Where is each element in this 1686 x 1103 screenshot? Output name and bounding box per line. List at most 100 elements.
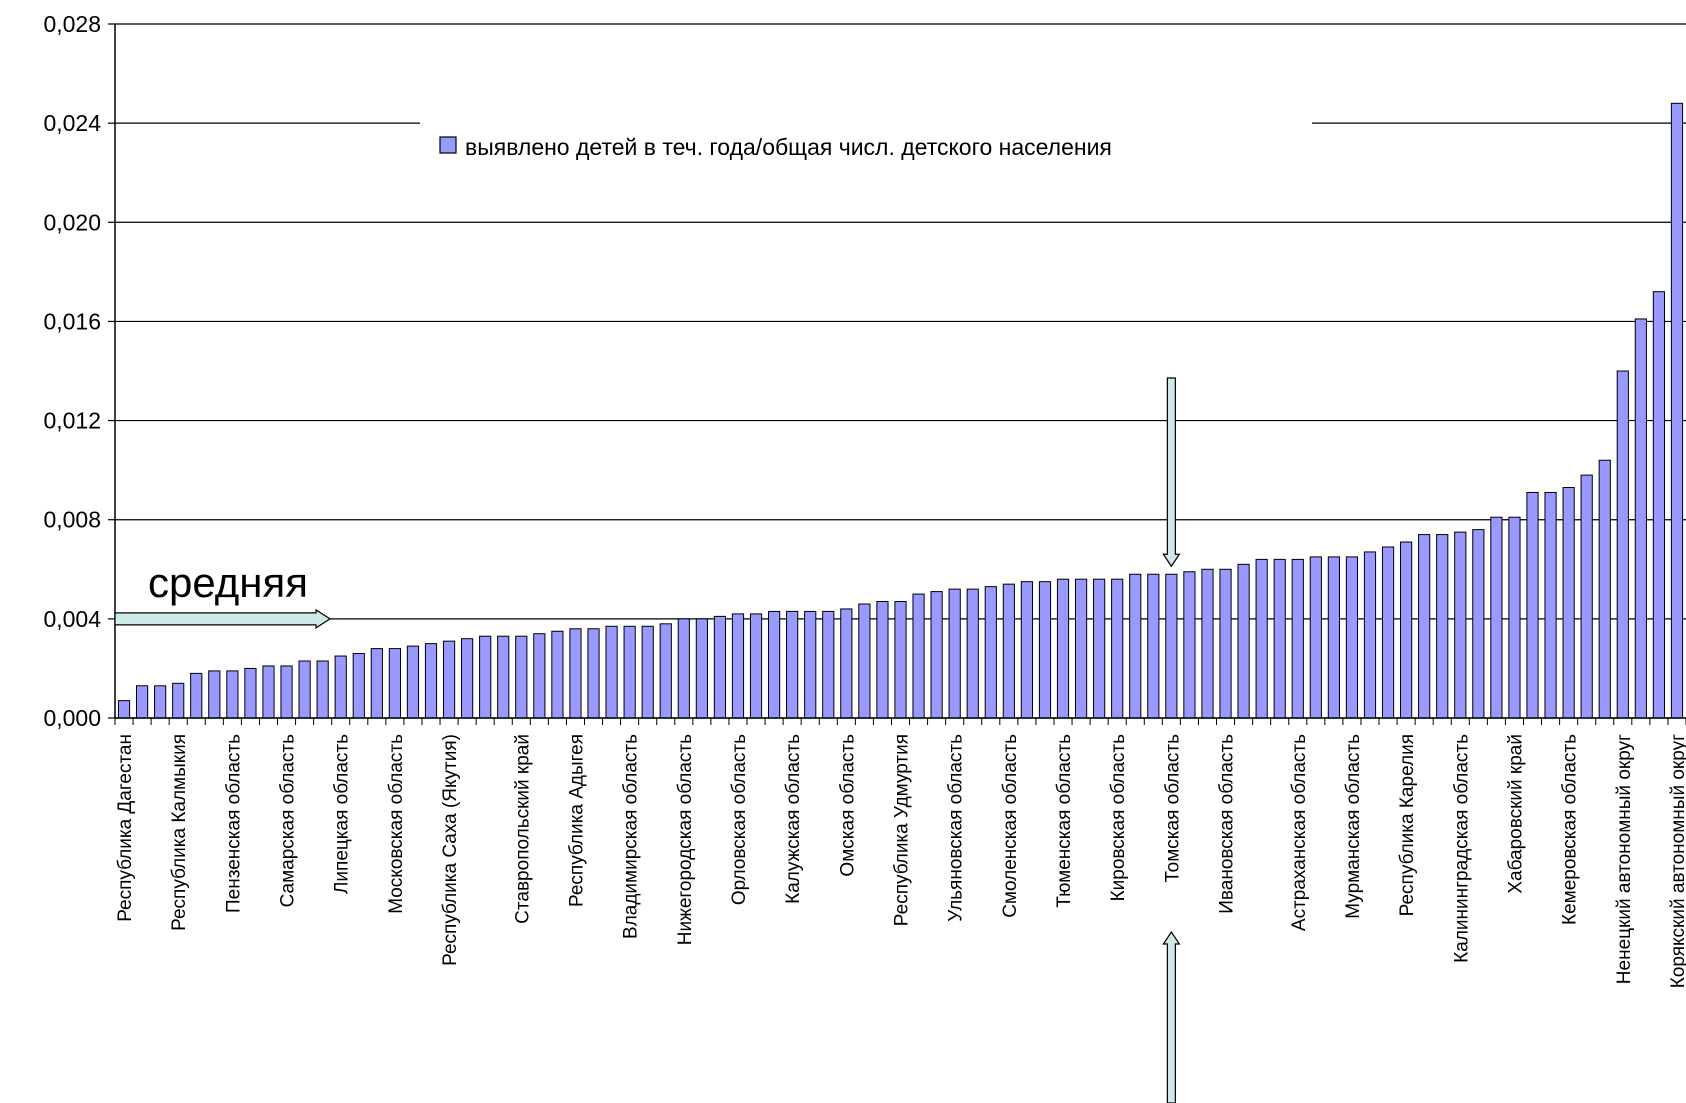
x-category-label: Республика Карелия [1397,734,1418,916]
bar [1472,529,1485,719]
x-category-label: Омская область [837,734,858,877]
legend: выявлено детей в теч. года/общая числ. д… [420,112,1312,180]
x-category-label: Республика Калмыкия [169,734,190,931]
bar [1093,578,1106,719]
bar [1598,459,1611,719]
y-tick-label: 0,016 [43,308,101,334]
bar [858,603,871,719]
bar [930,591,943,719]
bar [623,625,636,719]
y-tick-label: 0,020 [43,209,101,235]
bar [190,672,203,719]
bar [226,670,239,719]
bar [334,655,347,719]
x-category-label: Владимирская область [621,734,642,939]
bar [1400,541,1413,719]
bar [749,613,763,719]
bar [587,628,600,719]
bar [172,682,185,719]
x-category-label: Липецкая область [332,734,353,894]
bar [479,635,492,719]
y-tick-label: 0,004 [43,606,101,632]
bar [894,601,907,719]
bar [659,623,672,719]
legend-background [420,112,1312,180]
bar [280,665,293,719]
x-category-label: Республика Удмуртия [892,734,913,926]
tomsk-annotation [1162,377,1181,1103]
bar [948,588,961,719]
bar [497,635,510,719]
bar [1074,578,1088,719]
bar [154,685,167,719]
bar [352,653,365,719]
bar [605,625,618,719]
x-category-label: Корякский автономный округ [1668,734,1686,988]
bar [731,613,745,719]
x-category-label: Самарская область [278,734,299,908]
tomsk-arrow-up-icon [1162,930,1181,1103]
mean-annotation-label: средняя [148,559,308,606]
bar [1580,474,1593,719]
y-axis-tick-labels: 0,028 0,024 0,020 0,016 0,012 0,008 0,004 0,000 [43,11,101,731]
bar [1111,578,1124,719]
bar [1418,534,1431,719]
x-category-label: Томская область [1162,734,1183,883]
x-category-label: Хабаровский край [1505,734,1526,894]
bar [1002,583,1015,719]
x-category-label: Калининградская область [1451,734,1472,963]
y-tick-label: 0,000 [43,705,101,731]
x-category-label: Тюменская область [1054,734,1075,908]
x-category-label: Ульяновская область [946,734,967,922]
bar [1670,102,1684,719]
bar [822,610,835,719]
bar [551,630,564,719]
bar [1020,581,1034,719]
bar [1165,573,1178,719]
x-category-label: Ставропольский край [512,734,533,924]
legend-swatch [439,136,457,154]
bar [370,648,383,719]
bar [1219,568,1232,719]
x-category-label: Пензенская область [223,734,244,913]
bar [767,610,781,719]
x-category-label: Кировская область [1108,734,1129,902]
bar [1436,534,1449,719]
bar [1652,291,1666,719]
bar [316,660,329,719]
bar [533,633,546,719]
x-category-label: Мурманская область [1343,734,1364,919]
y-tick-label: 0,008 [43,507,101,533]
bar [135,685,149,719]
x-category-label: Московская область [386,734,407,914]
x-axis-category-labels: Республика Дагестан Республика Калмыкия Пе… [115,734,1686,988]
bar [515,635,528,719]
bar [1309,556,1322,719]
bar [1183,571,1196,719]
bar [876,601,889,719]
bar [1201,568,1214,719]
bar [786,610,799,719]
x-category-label: Кемеровская область [1560,734,1581,925]
bar [406,645,420,719]
bar [569,628,582,719]
y-tick-label: 0,028 [43,11,101,37]
bar [208,670,221,719]
x-category-label: Республика Дагестан [115,734,136,922]
x-category-label: Нижегородская область [675,734,696,945]
bar [424,643,438,719]
x-category-label: Республика Адыгея [566,734,587,907]
mean-annotation: средняя [114,559,332,629]
bar [1634,318,1647,719]
bar [1038,581,1052,719]
bar [677,618,690,719]
bar [262,665,275,719]
bar [695,618,708,719]
bar [1273,558,1286,719]
y-tick-label: 0,012 [43,408,101,434]
bar [1129,573,1142,719]
bar [713,615,727,719]
bar [1147,573,1160,719]
bar [1508,516,1521,719]
